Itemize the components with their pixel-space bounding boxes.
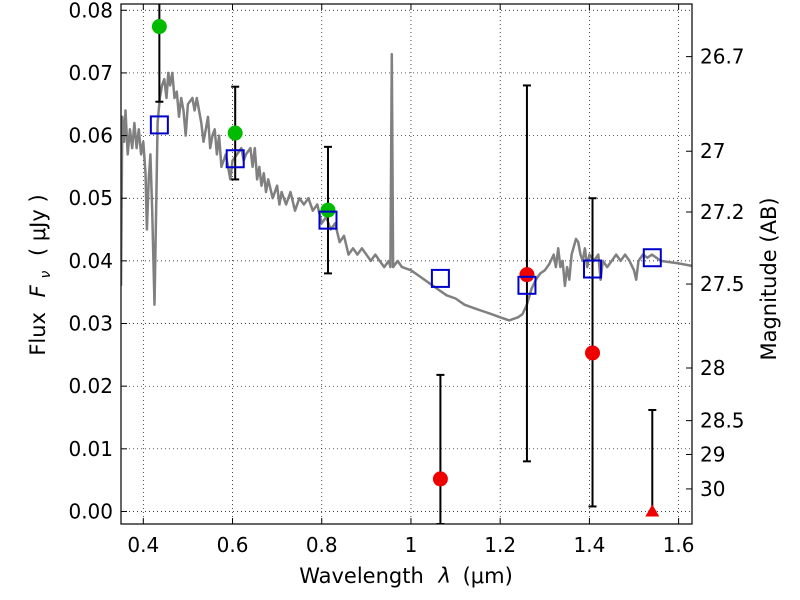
data-point: [519, 267, 535, 283]
y2-tick-label: 29: [700, 442, 725, 466]
y-tick-label: 0.04: [68, 249, 113, 273]
y-tick-label: 0.07: [68, 61, 113, 85]
data-point-layer: [149, 19, 662, 517]
x-axis-ticks: 0.4 0.6 0.8 1 1.2 1.4 1.6: [127, 4, 695, 557]
model-spectrum-layer: [121, 52, 692, 322]
x-tick-label: 1.2: [484, 533, 516, 557]
y-tick-label: 0.00: [68, 499, 113, 523]
y-tick-label: 0.01: [68, 437, 113, 461]
data-point: [227, 125, 243, 141]
y-axis-ticks: 0.00 0.01 0.02 0.03 0.04 0.05 0.06 0.07 0.08: [68, 0, 127, 523]
x-axis-title: Wavelength λ (μm): [299, 564, 513, 588]
data-point: [432, 471, 448, 487]
model-photometry-point: [318, 210, 338, 230]
model-spectrum-line: [121, 52, 692, 322]
y2-tick-label: 30: [700, 477, 725, 501]
y2-tick-label: 27.5: [700, 272, 745, 296]
x-tick-label: 0.4: [127, 533, 159, 557]
model-photometry-point: [430, 268, 450, 288]
model-photometry-point: [642, 248, 662, 268]
errorbar-layer: [155, 4, 657, 524]
y-tick-label: 0.02: [68, 374, 113, 398]
x-tick-label: 1.4: [573, 533, 605, 557]
y2-tick-label: 28.5: [700, 409, 745, 433]
y2-tick-label: 27.2: [700, 200, 745, 224]
y2-tick-label: 26.7: [700, 45, 745, 69]
plot-border: [120, 3, 693, 525]
y-axis-title: Flux F ν ( μJy ): [26, 194, 55, 355]
plot-frame: [120, 3, 693, 525]
y2-tick-label: 28: [700, 356, 725, 380]
model-photometry-point: [517, 275, 537, 295]
y-tick-label: 0.06: [68, 124, 113, 148]
data-point: [151, 19, 167, 35]
model-photometry-point: [149, 115, 169, 135]
y-tick-label: 0.05: [68, 186, 113, 210]
y-tick-label: 0.08: [68, 0, 113, 22]
y2-axis-title: Magnitude (AB): [757, 197, 781, 360]
y-tick-label: 0.03: [68, 312, 113, 336]
y2-axis-ticks: 26.7 27 27.2 27.5 28 28.5 29 30: [686, 45, 745, 501]
x-tick-label: 1: [405, 533, 418, 557]
y2-tick-label: 27: [700, 139, 725, 163]
x-tick-label: 0.8: [306, 533, 338, 557]
data-point: [320, 202, 336, 218]
model-photometry-point: [583, 259, 603, 279]
data-point-upper-limit: [645, 504, 660, 517]
x-tick-label: 0.6: [217, 533, 249, 557]
x-tick-label: 1.6: [663, 533, 695, 557]
data-point: [585, 345, 601, 361]
model-photometry-point: [225, 149, 245, 169]
